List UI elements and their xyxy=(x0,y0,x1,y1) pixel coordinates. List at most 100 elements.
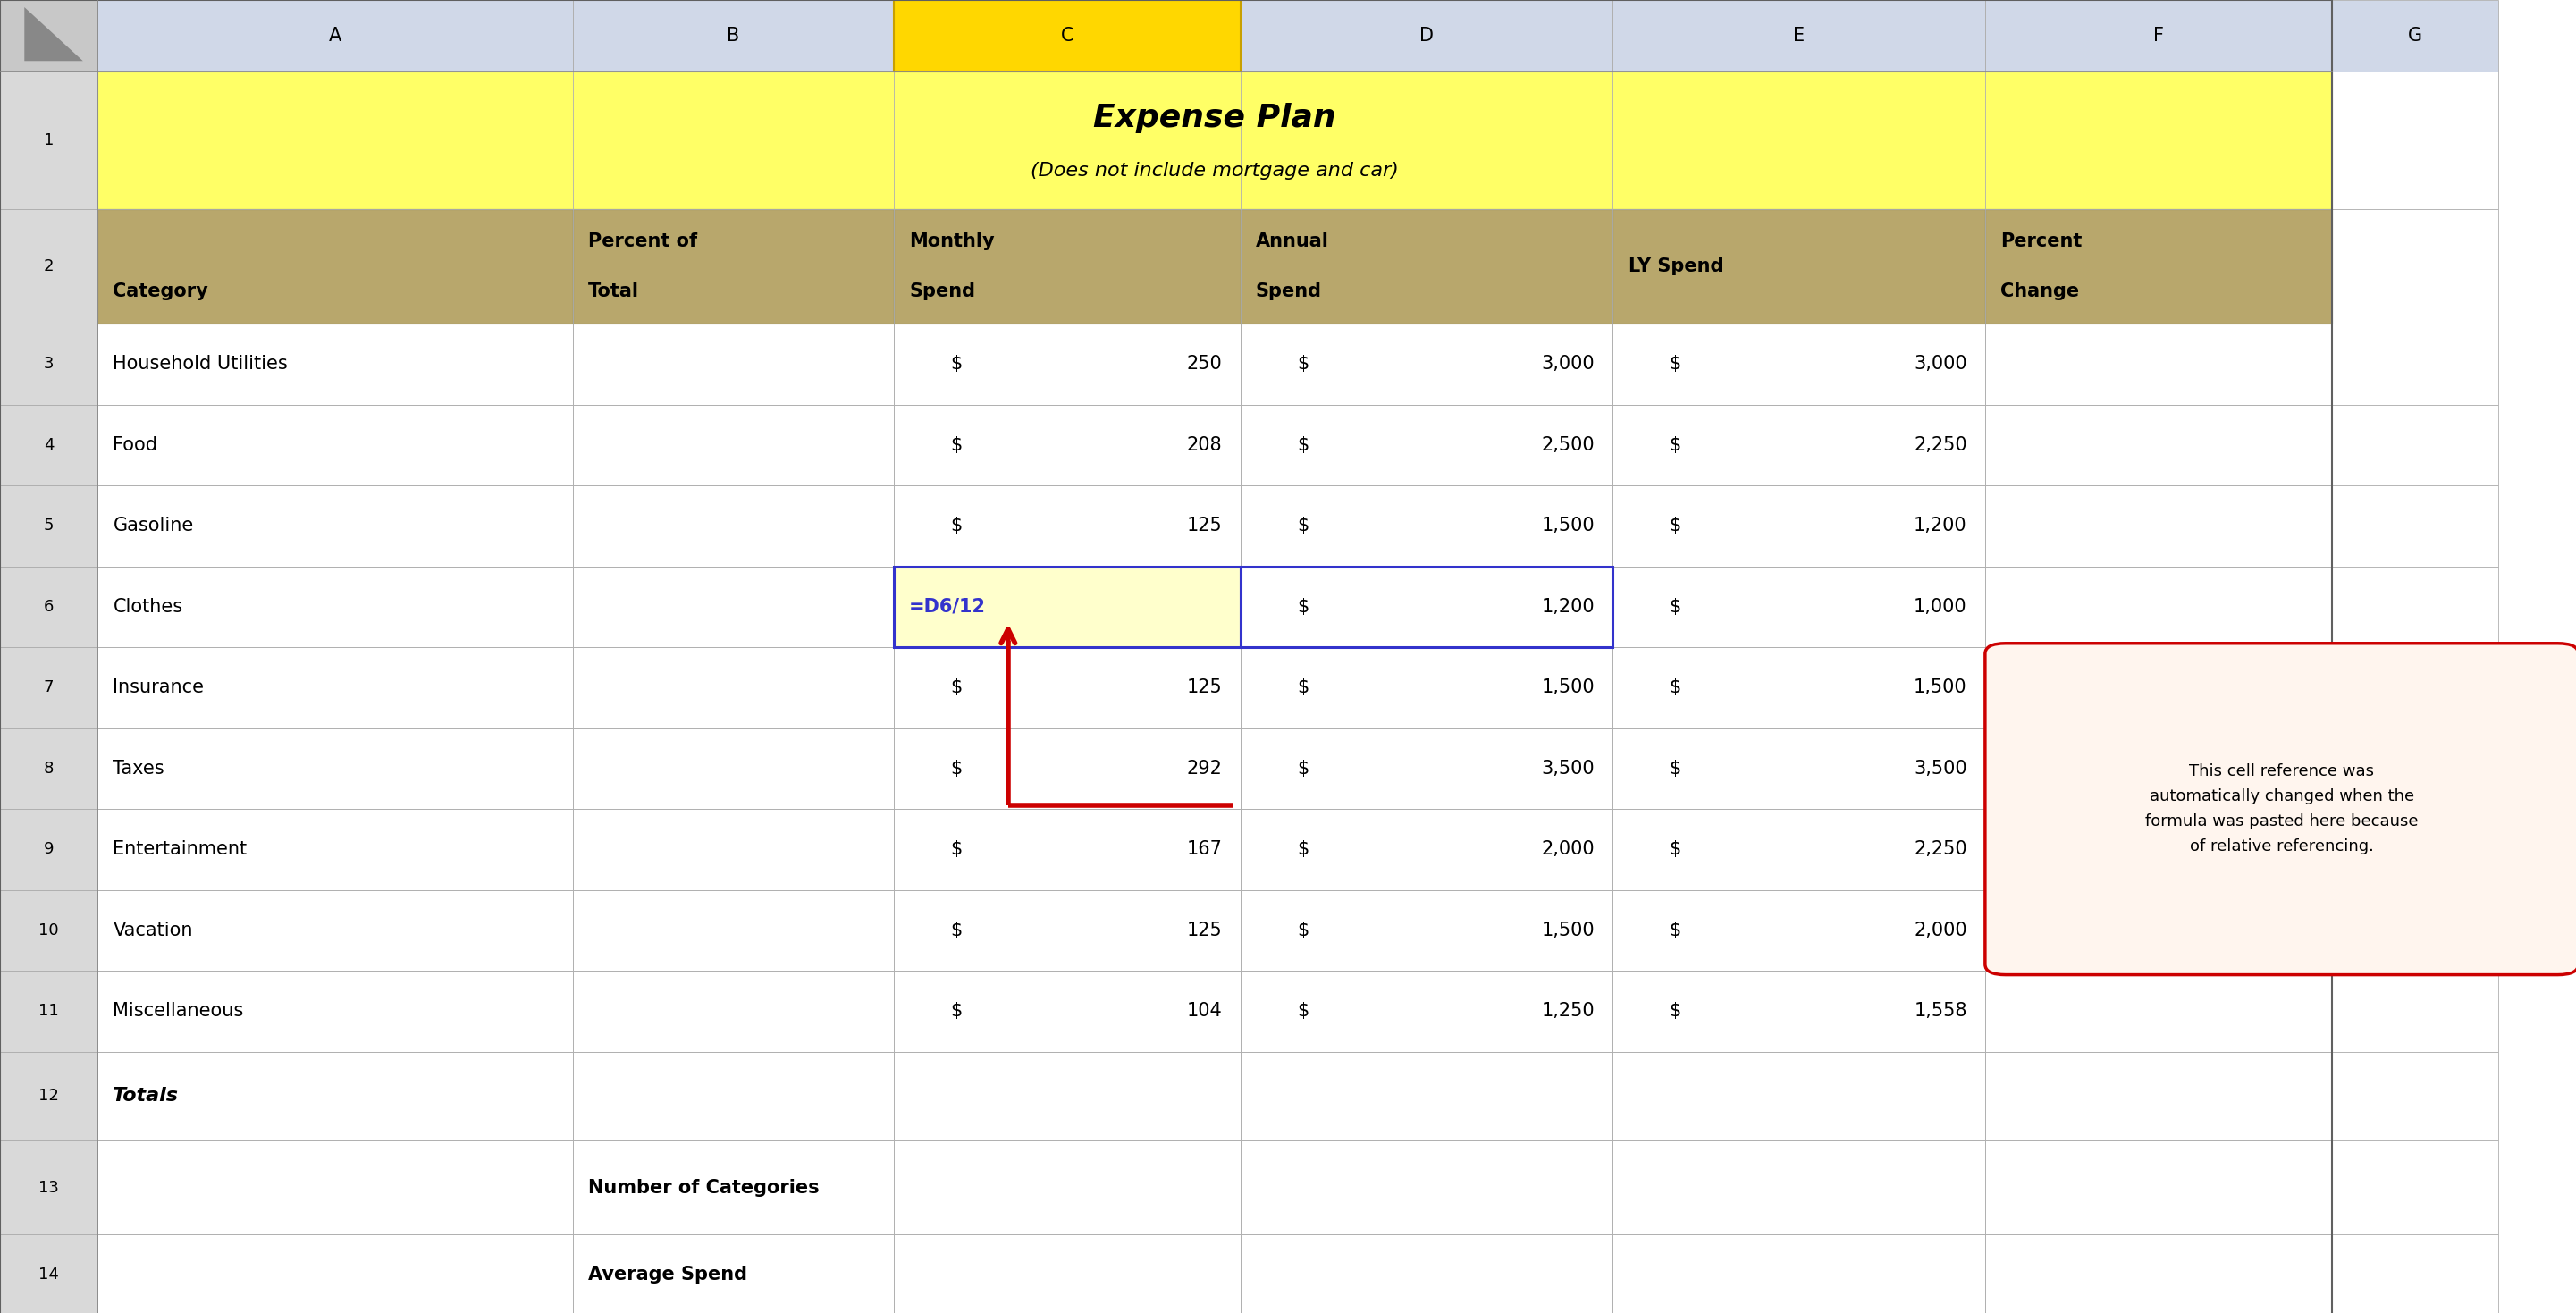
Bar xyxy=(1986,647,2331,729)
Bar xyxy=(1242,72,1613,209)
Text: Total: Total xyxy=(587,282,639,301)
Bar xyxy=(1613,72,1986,209)
Bar xyxy=(1613,1052,1986,1141)
Text: $: $ xyxy=(1296,517,1309,534)
Text: Miscellaneous: Miscellaneous xyxy=(113,1002,245,1020)
Bar xyxy=(0,566,98,647)
Bar xyxy=(1986,0,2331,72)
Bar xyxy=(894,890,1242,970)
Bar xyxy=(2331,404,2499,486)
Text: 2,500: 2,500 xyxy=(1540,436,1595,454)
Bar xyxy=(0,970,98,1052)
Text: 1,200: 1,200 xyxy=(1914,517,1968,534)
Bar xyxy=(894,486,1242,566)
Bar xyxy=(1613,323,1986,404)
Bar xyxy=(1613,566,1986,647)
Bar xyxy=(0,1052,98,1141)
Text: =D6/12: =D6/12 xyxy=(909,597,987,616)
Bar xyxy=(1242,0,1613,72)
Bar xyxy=(572,1234,894,1313)
Bar xyxy=(1242,486,1613,566)
Bar xyxy=(572,970,894,1052)
Bar xyxy=(1242,729,1613,809)
Bar xyxy=(98,72,572,209)
Text: $: $ xyxy=(951,1002,961,1020)
Text: Expense Plan: Expense Plan xyxy=(1092,104,1337,134)
Text: $: $ xyxy=(1296,922,1309,939)
Text: Annual: Annual xyxy=(1255,232,1329,249)
Bar xyxy=(1986,1234,2331,1313)
Text: Totals: Totals xyxy=(113,1087,180,1106)
Bar xyxy=(1242,209,1613,323)
Bar xyxy=(894,1052,1242,1141)
Bar xyxy=(98,1234,572,1313)
Text: Clothes: Clothes xyxy=(113,597,183,616)
Bar xyxy=(1613,486,1986,566)
Text: 12: 12 xyxy=(39,1088,59,1104)
Bar xyxy=(2331,729,2499,809)
Text: Spend: Spend xyxy=(909,282,976,301)
Text: This cell reference was
automatically changed when the
formula was pasted here b: This cell reference was automatically ch… xyxy=(2146,764,2419,855)
Text: $: $ xyxy=(1669,1002,1682,1020)
Text: G: G xyxy=(2409,28,2421,45)
Text: Entertainment: Entertainment xyxy=(113,840,247,859)
Bar xyxy=(98,209,572,323)
Bar xyxy=(1986,209,2331,323)
Text: A: A xyxy=(330,28,343,45)
Text: $: $ xyxy=(1669,840,1682,859)
Bar xyxy=(98,486,572,566)
Bar xyxy=(572,209,894,323)
Text: 14: 14 xyxy=(39,1267,59,1283)
Text: Change: Change xyxy=(2002,282,2079,301)
Text: LY Spend: LY Spend xyxy=(1628,257,1723,276)
Text: 10: 10 xyxy=(39,922,59,939)
Bar xyxy=(894,0,1242,72)
Text: 3,500: 3,500 xyxy=(1914,760,1968,777)
Text: 7: 7 xyxy=(44,680,54,696)
Bar xyxy=(1613,1234,1986,1313)
Text: 1,500: 1,500 xyxy=(1540,517,1595,534)
Bar xyxy=(894,566,1242,647)
Bar xyxy=(1986,890,2331,970)
Bar xyxy=(98,566,572,647)
Bar xyxy=(1986,323,2331,404)
Bar xyxy=(1242,566,1613,647)
Bar xyxy=(98,647,572,729)
Text: E: E xyxy=(1793,28,1806,45)
Text: 1,500: 1,500 xyxy=(1540,922,1595,939)
Bar xyxy=(572,72,894,209)
Text: Vacation: Vacation xyxy=(113,922,193,939)
Text: $: $ xyxy=(1296,1002,1309,1020)
Text: $: $ xyxy=(951,922,961,939)
Text: $: $ xyxy=(1669,597,1682,616)
Bar xyxy=(0,1141,98,1234)
Bar xyxy=(98,890,572,970)
Bar xyxy=(1242,970,1613,1052)
Text: Percent: Percent xyxy=(2002,232,2081,249)
Text: 3,000: 3,000 xyxy=(1540,355,1595,373)
Bar xyxy=(0,729,98,809)
Bar xyxy=(1613,890,1986,970)
Text: Percent of: Percent of xyxy=(587,232,698,249)
Bar xyxy=(1242,323,1613,404)
Bar xyxy=(572,647,894,729)
Bar xyxy=(2331,209,2499,323)
Bar xyxy=(2331,323,2499,404)
Bar xyxy=(1242,890,1613,970)
Text: 104: 104 xyxy=(1188,1002,1224,1020)
Bar xyxy=(2331,72,2499,209)
Text: $: $ xyxy=(1669,679,1682,697)
Text: $: $ xyxy=(1296,436,1309,454)
Text: $: $ xyxy=(1669,922,1682,939)
Bar xyxy=(0,404,98,486)
Bar xyxy=(894,729,1242,809)
Bar xyxy=(1986,1052,2331,1141)
Bar xyxy=(2331,0,2499,72)
Text: $: $ xyxy=(951,679,961,697)
Bar xyxy=(1242,1052,1613,1141)
Text: 2,000: 2,000 xyxy=(1540,840,1595,859)
Bar xyxy=(894,809,1242,890)
Bar xyxy=(0,0,98,72)
Text: $: $ xyxy=(951,760,961,777)
Bar xyxy=(572,1052,894,1141)
